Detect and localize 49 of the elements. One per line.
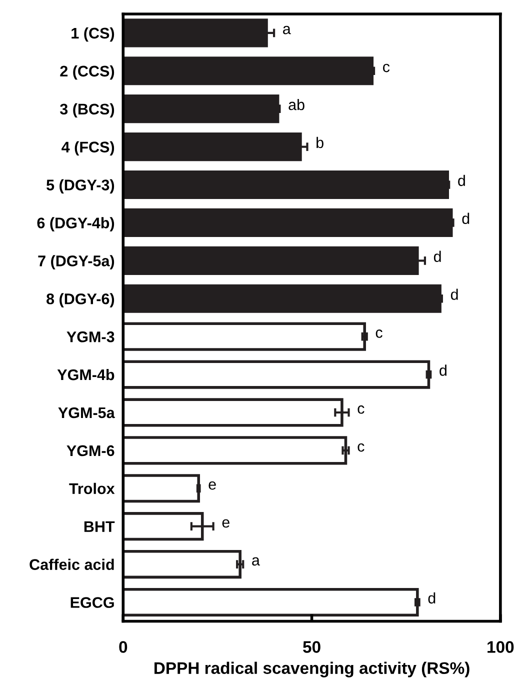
- bar: [123, 550, 242, 579]
- y-tick-label: 5 (DGY-3): [46, 179, 114, 194]
- y-tick-label: YGM-5a: [58, 407, 115, 418]
- annotation: e: [222, 519, 230, 528]
- bar: [123, 322, 366, 351]
- annotation: ab: [288, 98, 304, 110]
- x-tick-label: 100: [488, 641, 514, 653]
- annotation: c: [383, 64, 390, 72]
- annotation: a: [252, 557, 260, 566]
- bar: [123, 132, 302, 162]
- x-axis-title: DPPH radical scavenging activity (RS%): [154, 662, 470, 678]
- y-tick-label: Caffeic acid: [30, 558, 114, 570]
- y-tick-label: 6 (DGY-4b): [37, 217, 114, 232]
- y-tick-label: EGCG: [70, 597, 114, 608]
- y-tick-label: YGM-3: [66, 331, 114, 342]
- annotation: c: [358, 443, 364, 452]
- y-tick-label: 8 (DGY-6): [46, 293, 114, 308]
- y-tick-label: 2 (CCS): [60, 65, 114, 80]
- bar: [123, 284, 442, 313]
- bar: [123, 588, 419, 617]
- annotation: d: [458, 174, 465, 186]
- y-tick-label: 3 (BCS): [60, 103, 114, 118]
- bar: [123, 436, 348, 465]
- annotation: c: [376, 330, 382, 338]
- bar: [123, 474, 200, 503]
- annotation: b: [316, 136, 324, 148]
- y-tick-label: Trolox: [69, 482, 115, 494]
- bar: [123, 398, 344, 427]
- bar: [123, 56, 374, 86]
- bar: [123, 94, 280, 124]
- annotation: d: [434, 250, 441, 262]
- y-tick-label: BHT: [84, 521, 115, 532]
- x-tick-label: 0: [119, 641, 128, 653]
- x-tick-label: 50: [303, 641, 320, 653]
- annotation: e: [208, 481, 216, 490]
- y-tick-label: YGM-6: [66, 445, 114, 456]
- y-tick-label: 7 (DGY-5a): [38, 255, 114, 270]
- bar: [123, 208, 453, 237]
- annotation: d: [440, 364, 446, 376]
- annotation: d: [462, 212, 470, 224]
- y-tick-label: YGM-4b: [57, 368, 114, 380]
- annotation: d: [450, 288, 458, 300]
- annotation: d: [428, 592, 436, 604]
- y-tick-label: 4 (FCS): [62, 141, 114, 156]
- annotation: a: [283, 26, 291, 34]
- bar: [123, 170, 449, 200]
- annotation: c: [358, 405, 364, 414]
- y-tick-label: 1 (CS): [72, 27, 114, 42]
- bar: [123, 360, 430, 389]
